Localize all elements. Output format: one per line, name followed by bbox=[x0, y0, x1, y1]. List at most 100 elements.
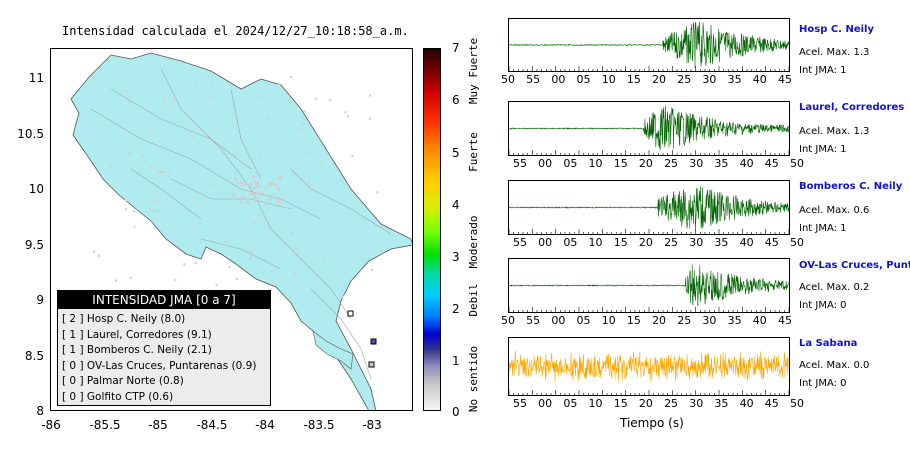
town-dot bbox=[194, 261, 197, 265]
town-dot bbox=[277, 82, 281, 85]
trace-tick-label: 45 bbox=[777, 314, 792, 327]
town-dot bbox=[278, 199, 282, 203]
town-dot bbox=[174, 278, 177, 282]
legend-item: [ 2 ] Hosp C. Neily (8.0) bbox=[62, 313, 186, 325]
waveform-line bbox=[509, 350, 789, 383]
station-name: Hosp C. Neily bbox=[799, 24, 874, 35]
station-name: La Sabana bbox=[799, 338, 858, 349]
map-y-tick: 8 bbox=[36, 404, 44, 418]
town-dot bbox=[368, 94, 372, 97]
trace-tick-label: 00 bbox=[538, 236, 553, 249]
trace-tick-label: 30 bbox=[702, 314, 717, 327]
town-dot bbox=[322, 258, 325, 261]
station-intensity: Int JMA: 0 bbox=[799, 300, 847, 311]
trace-tick-label: 15 bbox=[613, 236, 628, 249]
town-dot bbox=[154, 190, 157, 193]
colorbar-tick: 5 bbox=[452, 146, 460, 160]
map-y-tick: 8.5 bbox=[24, 349, 44, 363]
trace-tick-label: 30 bbox=[689, 236, 704, 249]
trace-tick-label: 05 bbox=[576, 73, 591, 86]
town-dot bbox=[259, 153, 262, 156]
town-dot bbox=[249, 191, 253, 195]
town-dot bbox=[293, 273, 297, 276]
town-dot bbox=[235, 116, 238, 119]
trace-tick-label: 25 bbox=[664, 397, 679, 410]
trace-tick-label: 30 bbox=[689, 397, 704, 410]
station-marker-neily[interactable] bbox=[370, 338, 377, 345]
trace-tick-label: 15 bbox=[626, 314, 641, 327]
town-dot bbox=[271, 182, 275, 186]
legend-item: [ 0 ] Golfito CTP (0.6) bbox=[62, 390, 174, 403]
trace-tick-label: 55 bbox=[526, 314, 541, 327]
town-dot bbox=[238, 201, 242, 205]
station-marker-palmar[interactable] bbox=[347, 310, 354, 317]
station-marker-laurel[interactable] bbox=[368, 361, 375, 368]
seismogram-canvas bbox=[509, 264, 789, 312]
trace-tick-label: 40 bbox=[739, 236, 754, 249]
map-title: Intensidad calculada el 2024/12/27_10:18… bbox=[62, 24, 409, 38]
seismogram-panel[interactable] bbox=[508, 337, 790, 396]
map-canvas bbox=[70, 52, 412, 410]
colorbar-tick: 3 bbox=[452, 250, 460, 264]
town-dot bbox=[255, 181, 259, 185]
town-dot bbox=[250, 250, 253, 253]
station-accel: Acel. Max. 0.6 bbox=[799, 205, 870, 216]
road-line bbox=[200, 238, 282, 270]
town-dot bbox=[151, 209, 154, 212]
town-dot bbox=[128, 152, 131, 155]
town-dot bbox=[275, 150, 278, 153]
town-dot bbox=[297, 128, 300, 132]
waveform-line bbox=[509, 186, 789, 230]
trace-tick-label: 15 bbox=[613, 397, 628, 410]
town-dot bbox=[129, 276, 132, 279]
trace-tick-label: 10 bbox=[601, 314, 616, 327]
seismogram-panel[interactable] bbox=[508, 180, 790, 235]
town-dot bbox=[278, 176, 282, 180]
town-dot bbox=[157, 171, 160, 174]
seismogram-canvas bbox=[509, 350, 789, 395]
town-dot bbox=[191, 136, 194, 139]
map-x-tick: -85.5 bbox=[89, 418, 121, 432]
town-dot bbox=[150, 166, 153, 169]
trace-tick-label: 10 bbox=[601, 73, 616, 86]
town-dot bbox=[253, 180, 257, 184]
town-dot bbox=[260, 190, 264, 194]
town-dot bbox=[93, 250, 96, 253]
town-dot bbox=[308, 186, 311, 190]
town-dot bbox=[110, 165, 113, 168]
trace-tick-label: 35 bbox=[727, 73, 742, 86]
seismogram-panel[interactable] bbox=[508, 18, 790, 72]
station-name: Laurel, Corredores bbox=[799, 102, 905, 113]
seismogram-panel[interactable] bbox=[508, 258, 790, 313]
town-dot bbox=[257, 96, 261, 99]
town-dot bbox=[215, 283, 218, 286]
town-dot bbox=[303, 195, 306, 198]
town-dot bbox=[351, 255, 354, 258]
town-dot bbox=[128, 101, 132, 104]
waveform-line bbox=[509, 105, 789, 151]
trace-tick-label: 25 bbox=[664, 157, 679, 170]
trace-tick-label: 10 bbox=[588, 157, 603, 170]
town-dot bbox=[228, 266, 231, 269]
station-intensity: Int JMA: 1 bbox=[799, 65, 847, 76]
seismogram-panel[interactable] bbox=[508, 101, 790, 156]
town-dot bbox=[274, 183, 278, 187]
waveform-line bbox=[509, 264, 789, 307]
town-dot bbox=[151, 198, 154, 201]
town-dot bbox=[133, 210, 136, 213]
town-dot bbox=[271, 270, 274, 273]
trace-tick-label: 00 bbox=[551, 314, 566, 327]
town-dot bbox=[212, 184, 215, 187]
station-accel: Acel. Max. 1.3 bbox=[799, 47, 870, 58]
legend-title: INTENSIDAD JMA [0 a 7] bbox=[58, 291, 270, 309]
town-dot bbox=[314, 97, 317, 100]
town-dot bbox=[167, 171, 170, 174]
seismogram-canvas bbox=[509, 21, 789, 71]
town-dot bbox=[198, 204, 201, 208]
town-dot bbox=[253, 222, 256, 225]
map-y-tick: 9.5 bbox=[24, 238, 44, 252]
road-line bbox=[170, 178, 292, 210]
town-dot bbox=[370, 268, 374, 271]
trace-tick-label: 35 bbox=[714, 397, 729, 410]
colorbar-tick: 0 bbox=[452, 405, 460, 419]
